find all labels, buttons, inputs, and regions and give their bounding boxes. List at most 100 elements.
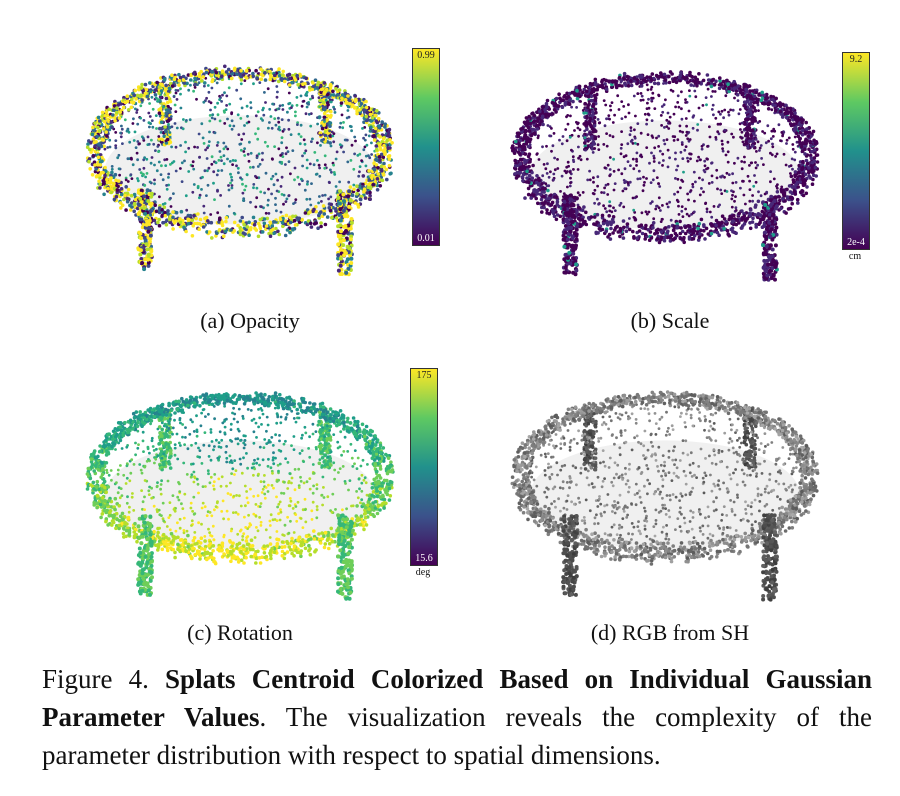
splat-point xyxy=(632,208,636,212)
splat-point xyxy=(542,163,546,166)
splat-point xyxy=(714,116,718,120)
splat-point xyxy=(147,239,152,244)
splat-point xyxy=(329,195,333,199)
splat-point xyxy=(100,155,104,160)
splat-point xyxy=(129,105,134,110)
splat-point xyxy=(137,202,142,207)
splat-point xyxy=(803,152,807,156)
splat-point xyxy=(608,237,613,241)
splat-point xyxy=(254,114,258,118)
splat-point xyxy=(346,266,351,271)
splat-point xyxy=(363,138,367,142)
splat-point xyxy=(226,117,229,121)
splat-point xyxy=(571,155,575,159)
splat-point xyxy=(294,198,298,202)
splat-point xyxy=(179,209,184,214)
splat-point xyxy=(117,167,121,171)
splat-point xyxy=(556,158,559,161)
splat-point xyxy=(234,159,237,162)
splat-point xyxy=(779,206,783,211)
splat-point xyxy=(526,186,531,191)
splat-point xyxy=(281,224,285,229)
splat-point xyxy=(660,217,664,221)
splat-point xyxy=(643,232,648,237)
splat-point xyxy=(759,144,763,147)
splat-point xyxy=(785,142,788,145)
panel-scale xyxy=(505,45,825,305)
splat-point xyxy=(589,94,594,98)
splat-point xyxy=(531,120,536,124)
splat-point xyxy=(374,163,379,167)
splat-point xyxy=(144,242,149,247)
splat-point xyxy=(705,73,710,77)
splat-point xyxy=(646,112,650,116)
splat-point xyxy=(383,125,387,129)
splat-point xyxy=(281,155,285,158)
splat-point xyxy=(239,117,243,120)
splat-point xyxy=(274,108,278,112)
splat-point xyxy=(239,78,244,82)
splat-point xyxy=(304,112,308,116)
splat-point xyxy=(193,76,197,81)
splat-point xyxy=(229,228,233,232)
splat-point xyxy=(230,175,233,179)
splat-point xyxy=(97,129,102,133)
splat-point xyxy=(203,81,207,85)
splat-point xyxy=(209,213,213,216)
splat-point xyxy=(685,212,689,216)
splat-point xyxy=(120,203,125,208)
splat-point xyxy=(227,204,231,208)
splat-point xyxy=(590,135,594,139)
splat-point xyxy=(751,199,754,203)
splat-point xyxy=(318,131,323,135)
splat-point xyxy=(597,135,600,138)
splat-point xyxy=(196,212,200,216)
splat-point xyxy=(312,207,316,212)
splat-point xyxy=(277,116,280,120)
splat-point xyxy=(766,124,770,128)
splat-point xyxy=(126,129,130,132)
splat-point xyxy=(252,183,256,186)
splat-point xyxy=(174,210,179,215)
splat-point xyxy=(206,169,209,173)
splat-point xyxy=(103,113,108,118)
splat-point xyxy=(341,126,345,130)
splat-point xyxy=(645,75,649,79)
splat-point xyxy=(340,96,344,101)
splat-point xyxy=(195,221,200,226)
splat-point xyxy=(812,138,816,143)
splat-point xyxy=(589,143,593,148)
splat-point xyxy=(551,112,555,116)
splat-point xyxy=(708,210,712,214)
splat-point xyxy=(319,221,323,225)
splat-point xyxy=(136,140,140,143)
splat-point xyxy=(716,130,720,134)
splat-point xyxy=(600,191,603,194)
splat-point xyxy=(726,160,730,164)
splat-point xyxy=(708,125,711,129)
splat-point xyxy=(114,131,118,134)
splat-point xyxy=(672,224,677,229)
splat-point xyxy=(565,91,569,96)
splat-point xyxy=(198,155,201,159)
splat-point xyxy=(122,197,126,202)
splat-point xyxy=(365,191,370,195)
splat-point xyxy=(130,177,134,181)
splat-point xyxy=(342,199,346,204)
splat-point xyxy=(202,72,206,76)
splat-point xyxy=(240,138,244,141)
splat-point xyxy=(745,216,749,221)
splat-point xyxy=(254,228,259,232)
splat-point xyxy=(167,172,171,176)
splat-point xyxy=(600,213,605,218)
splat-point xyxy=(578,224,582,229)
splat-point xyxy=(645,146,649,149)
splat-point xyxy=(629,164,632,167)
splat-point xyxy=(120,127,124,131)
splat-point xyxy=(169,115,173,118)
splat-point xyxy=(564,171,568,175)
splat-point xyxy=(172,192,175,196)
splat-point xyxy=(625,225,629,229)
splat-point xyxy=(605,132,608,135)
splat-point xyxy=(805,127,809,131)
